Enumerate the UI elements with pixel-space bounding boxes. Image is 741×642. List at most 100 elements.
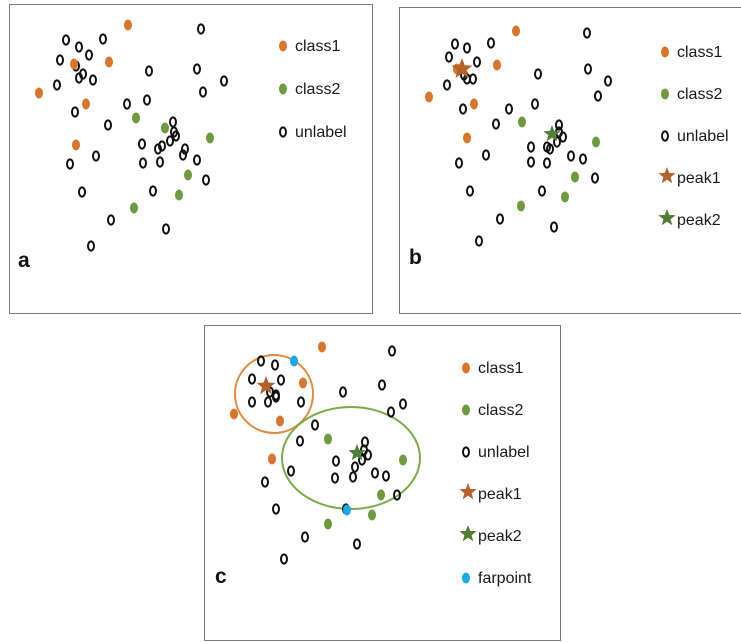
scatter-plot-a: class1 class2 unlabel a [18,19,347,272]
unlabeled-point [482,149,490,161]
unlabeled-point [604,75,612,87]
legend-peak1-marker [459,483,477,500]
unlabeled-point [550,221,558,233]
legend-peak1-label: peak1 [478,486,522,503]
legend-class1-marker [279,40,287,52]
unlabeled-point [272,503,280,515]
class1-boundary-circle [234,354,314,434]
unlabeled-point [248,373,256,385]
unlabeled-point [85,49,93,61]
unlabeled-point [378,379,386,391]
legend-class1-label: class1 [677,44,722,61]
legend-class2-marker [462,404,470,416]
unlabeled-point [154,143,162,155]
unlabeled-point [543,157,551,169]
class1-point [35,87,43,99]
legend-farpoint-marker [462,572,470,584]
unlabeled-point [567,150,575,162]
legend-unlabel-label: unlabel [478,444,530,461]
unlabeled-point [280,553,288,565]
class2-point [377,489,385,501]
unlabeled-point [331,472,339,484]
unlabeled-point [162,223,170,235]
unlabeled-point [351,461,359,473]
unlabeled-point [387,406,395,418]
unlabeled-point [156,156,164,168]
unlabeled-point [179,149,187,161]
class2-point [571,171,579,183]
class2-point [368,509,376,521]
peak2-star [543,125,561,142]
unlabeled-point [534,68,542,80]
unlabeled-point [455,157,463,169]
unlabeled-point [264,396,272,408]
unlabeled-point [546,143,554,155]
unlabeled-point [202,174,210,186]
unlabeled-point [92,150,100,162]
unlabeled-point [487,37,495,49]
unlabeled-point [463,42,471,54]
legend-unlabel-marker [462,446,470,458]
scatter-plot-c: class1 class2 unlabel peak1 peak2 farpoint c [215,341,532,588]
unlabeled-point [62,34,70,46]
unlabeled-point [75,41,83,53]
unlabeled-point [53,79,61,91]
unlabeled-point [505,103,513,115]
unlabeled-point [459,103,467,115]
unlabeled-point [466,185,474,197]
panel-b: class1 class2 unlabel peak1 peak2 b [399,7,741,314]
unlabeled-point [332,455,340,467]
unlabeled-point [66,158,74,170]
unlabeled-point [349,471,357,483]
legend-peak2-marker [658,209,676,226]
class2-point [592,136,600,148]
unlabeled-point [559,131,567,143]
class1-point [299,377,307,389]
unlabeled-point [271,359,279,371]
legend-class2-label: class2 [677,86,722,103]
legend-class2-marker [661,88,669,100]
class1-point [82,98,90,110]
unlabeled-point [143,94,151,106]
unlabeled-point [56,54,64,66]
unlabeled-point [220,75,228,87]
unlabeled-point [353,538,361,550]
unlabeled-point [145,65,153,77]
unlabeled-point [591,172,599,184]
unlabeled-point [527,141,535,153]
unlabeled-point [399,398,407,410]
class1-point [105,56,113,68]
unlabeled-point [443,79,451,91]
panel-a: class1 class2 unlabel a [9,4,373,314]
legend-peak1-label: peak1 [677,170,721,187]
class1-point [230,408,238,420]
unlabeled-point [364,449,372,461]
unlabeled-point [197,23,205,35]
class2-point [130,202,138,214]
unlabeled-point [71,106,79,118]
unlabeled-point [371,467,379,479]
unlabeled-point [527,156,535,168]
unlabeled-point [301,531,309,543]
unlabeled-point [89,74,97,86]
class1-point [72,139,80,151]
panel-label-a: a [18,249,30,272]
legend-unlabel-label: unlabel [295,124,347,141]
class2-point [161,122,169,134]
unlabeled-point [579,153,587,165]
unlabeled-point [107,214,115,226]
unlabeled-point [296,435,304,447]
unlabeled-point [193,63,201,75]
class2-point [132,112,140,124]
legend-class1-marker [462,362,470,374]
legend-peak1-marker [658,167,676,184]
unlabeled-point [531,98,539,110]
unlabeled-point [382,470,390,482]
legend-class2-label: class2 [478,402,523,419]
legend-class1-label: class1 [478,360,523,377]
unlabeled-point [555,119,563,131]
class2-point [206,132,214,144]
unlabeled-point [445,51,453,63]
unlabeled-point [594,90,602,102]
unlabeled-point [99,33,107,45]
